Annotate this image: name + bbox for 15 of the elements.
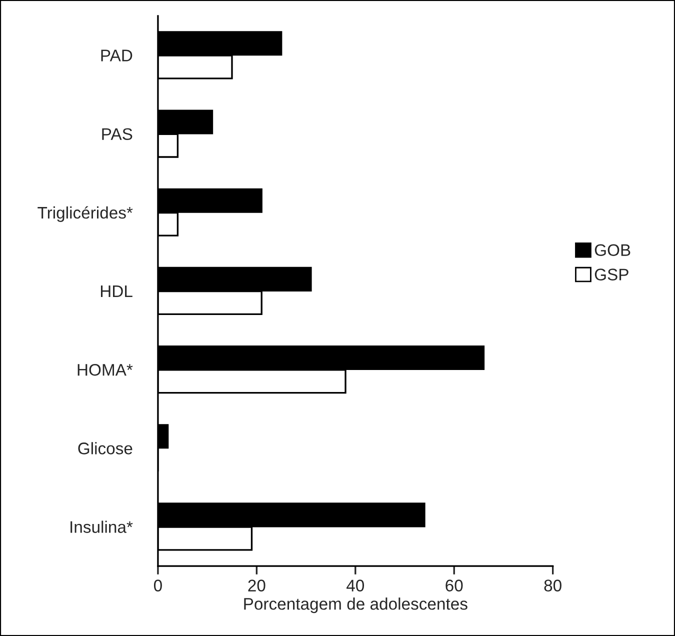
x-tick-label: 20	[248, 580, 266, 592]
x-tick-label: 40	[346, 580, 364, 592]
x-tick-label: 60	[446, 580, 463, 592]
y-tick-label: Glicose	[78, 442, 132, 454]
x-axis-title: Porcentagem de adolescentes	[244, 598, 468, 614]
y-tick-label: HOMA*	[78, 364, 133, 376]
y-tick-label: PAD	[101, 50, 132, 62]
legend-label: GSP	[594, 268, 628, 280]
y-tick-label: PAS	[102, 128, 132, 140]
x-tick-label: 0	[154, 580, 162, 592]
y-tick-label: HDL	[100, 286, 132, 298]
y-tick-label: Insulina*	[70, 520, 133, 533]
legend-label: GOB	[594, 244, 630, 256]
x-tick-label: 80	[544, 580, 562, 592]
y-tick-label: Triglicérides*	[38, 206, 133, 222]
